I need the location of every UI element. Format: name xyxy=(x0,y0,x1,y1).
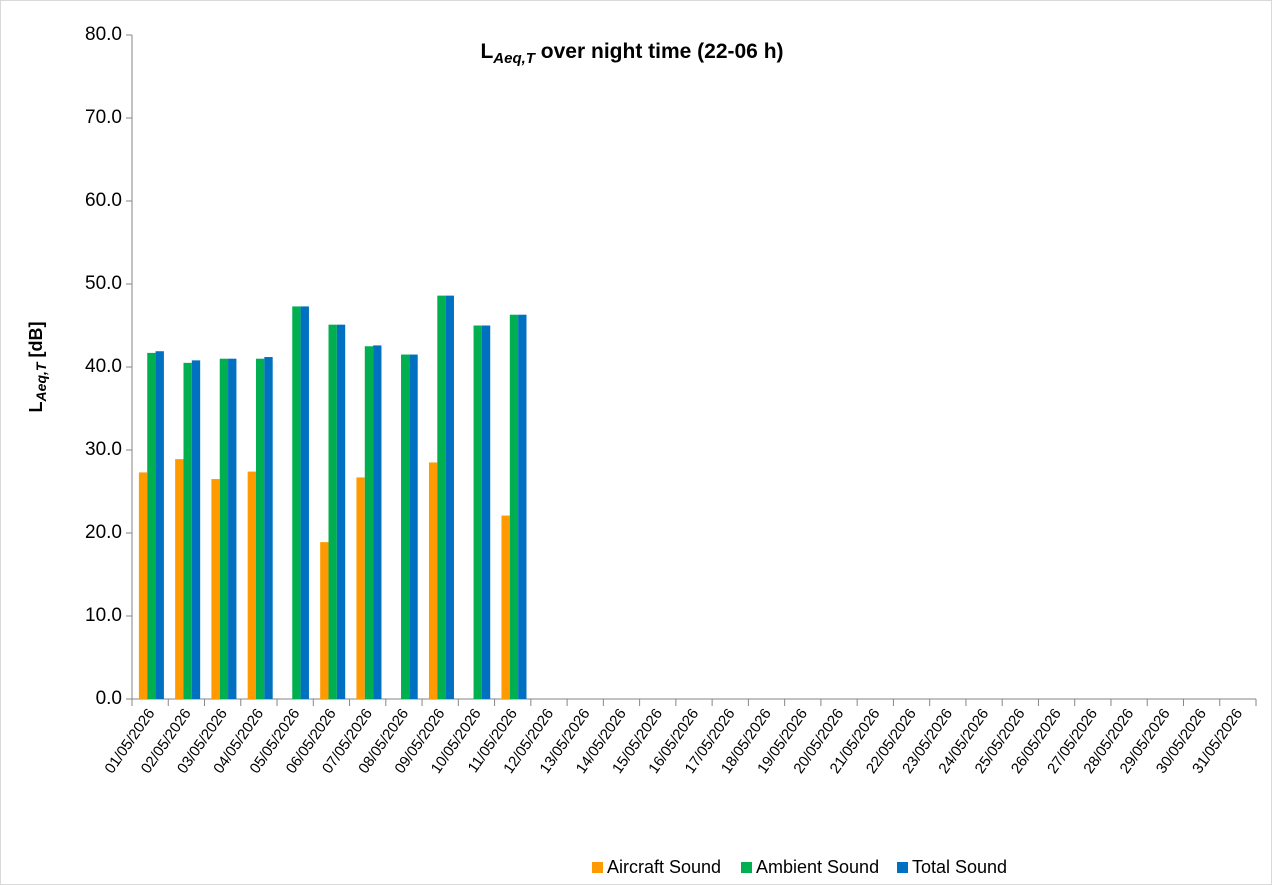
y-label-part: L xyxy=(26,401,46,412)
bar xyxy=(256,358,265,699)
legend-swatch xyxy=(897,862,908,873)
y-axis-title: LAeq,T [dB] xyxy=(26,322,49,413)
legend-label: Ambient Sound xyxy=(756,857,879,877)
bar xyxy=(373,345,382,699)
legend-label: Aircraft Sound xyxy=(607,857,721,877)
y-tick-label: 0.0 xyxy=(96,688,122,709)
bar xyxy=(191,360,201,699)
y-tick-label: 50.0 xyxy=(85,273,122,294)
title-subscript: Aeq,T xyxy=(492,50,537,67)
bar xyxy=(445,295,454,699)
y-tick-label: 40.0 xyxy=(85,356,122,377)
legend-swatch xyxy=(592,862,603,873)
bar xyxy=(292,306,301,699)
title-part: L xyxy=(480,40,493,63)
bar xyxy=(138,472,148,699)
bar xyxy=(336,324,346,699)
bar xyxy=(409,354,418,699)
y-label-subscript: Aeq,T xyxy=(33,361,49,402)
bar xyxy=(501,515,510,699)
chart-title: LAeq,T over night time (22-06 h) xyxy=(480,40,783,67)
bar xyxy=(328,324,337,699)
bar xyxy=(428,462,438,699)
y-tick-label: 30.0 xyxy=(85,439,122,460)
bar xyxy=(264,357,273,699)
y-tick-label: 10.0 xyxy=(85,605,122,626)
bar xyxy=(300,306,309,699)
bar xyxy=(219,358,229,699)
bar xyxy=(364,346,374,699)
bar xyxy=(155,351,164,699)
bar xyxy=(211,479,220,699)
legend-label: Total Sound xyxy=(912,857,1007,877)
bar xyxy=(509,314,519,699)
bar xyxy=(183,362,192,699)
bar xyxy=(481,325,491,699)
bar xyxy=(247,471,257,699)
y-tick-label: 20.0 xyxy=(85,522,122,543)
bar xyxy=(401,354,410,699)
bar xyxy=(175,459,184,699)
y-tick-label: 70.0 xyxy=(85,107,122,128)
bar xyxy=(473,325,482,699)
legend-swatch xyxy=(741,862,752,873)
bar xyxy=(518,314,527,699)
title-part: over night time (22-06 h) xyxy=(535,40,784,63)
y-tick-label: 60.0 xyxy=(85,190,122,211)
bar xyxy=(437,295,446,699)
bar xyxy=(228,358,237,699)
bar xyxy=(147,352,156,699)
bar xyxy=(356,477,365,699)
y-tick-label: 80.0 xyxy=(85,24,122,45)
y-label-part: [dB] xyxy=(26,322,46,363)
bar xyxy=(320,542,329,699)
